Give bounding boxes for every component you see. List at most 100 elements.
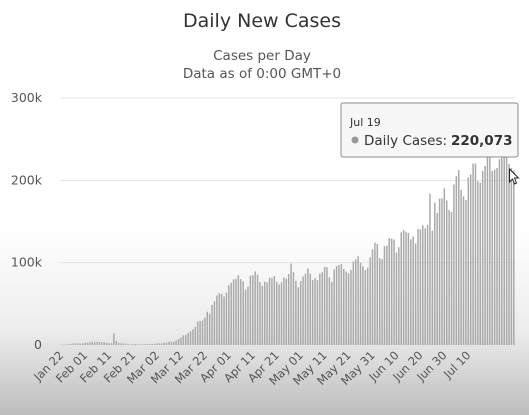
bar[interactable] xyxy=(297,287,300,345)
bar[interactable] xyxy=(278,284,280,345)
bar[interactable] xyxy=(350,269,352,345)
bar[interactable] xyxy=(93,342,96,345)
bar[interactable] xyxy=(77,343,79,345)
bar[interactable] xyxy=(96,341,98,345)
bar[interactable] xyxy=(232,279,235,345)
bar[interactable] xyxy=(139,344,141,346)
bar[interactable] xyxy=(115,340,118,345)
bar[interactable] xyxy=(331,281,333,345)
bar[interactable] xyxy=(491,171,493,345)
bar[interactable] xyxy=(450,211,453,345)
bar[interactable] xyxy=(287,274,290,345)
bar[interactable] xyxy=(508,163,510,345)
bar[interactable] xyxy=(230,282,232,345)
bar[interactable] xyxy=(498,159,501,345)
bar[interactable] xyxy=(108,343,110,345)
bar[interactable] xyxy=(151,344,153,345)
bar[interactable] xyxy=(249,275,252,345)
bar[interactable] xyxy=(184,335,187,345)
bar[interactable] xyxy=(187,333,189,345)
bar[interactable] xyxy=(362,266,364,345)
bar[interactable] xyxy=(448,209,450,345)
bar[interactable] xyxy=(438,198,441,345)
bar[interactable] xyxy=(264,281,266,345)
bar[interactable] xyxy=(196,321,199,345)
bar[interactable] xyxy=(225,292,228,345)
bar[interactable] xyxy=(434,202,436,345)
bar[interactable] xyxy=(467,177,470,345)
bar[interactable] xyxy=(261,285,264,345)
bar[interactable] xyxy=(474,163,477,345)
bar[interactable] xyxy=(347,273,350,345)
bar[interactable] xyxy=(153,343,156,345)
bar[interactable] xyxy=(486,156,489,345)
bar[interactable] xyxy=(199,321,201,345)
bar[interactable] xyxy=(412,236,414,345)
bar[interactable] xyxy=(163,342,165,345)
bar[interactable] xyxy=(158,343,161,345)
bar[interactable] xyxy=(335,266,338,345)
bar[interactable] xyxy=(101,342,103,345)
bar[interactable] xyxy=(338,264,340,345)
bar[interactable] xyxy=(271,278,273,345)
bar[interactable] xyxy=(144,344,146,345)
bar[interactable] xyxy=(410,239,412,345)
bar[interactable] xyxy=(170,341,173,345)
bar[interactable] xyxy=(472,163,474,345)
bar[interactable] xyxy=(268,277,271,345)
bar[interactable] xyxy=(132,344,134,345)
bar[interactable] xyxy=(220,293,223,345)
bar[interactable] xyxy=(343,268,345,345)
bar[interactable] xyxy=(462,196,465,345)
bar[interactable] xyxy=(244,289,247,345)
bar[interactable] xyxy=(453,184,455,345)
bar[interactable] xyxy=(455,176,458,345)
bar[interactable] xyxy=(390,238,393,345)
bar[interactable] xyxy=(218,293,220,345)
bar[interactable] xyxy=(91,341,94,345)
bar[interactable] xyxy=(254,271,256,345)
bar[interactable] xyxy=(134,344,137,345)
bar[interactable] xyxy=(146,344,149,345)
bar[interactable] xyxy=(309,273,311,345)
bar[interactable] xyxy=(235,278,237,345)
bar[interactable] xyxy=(319,273,321,345)
bar[interactable] xyxy=(72,343,74,345)
bar[interactable] xyxy=(489,152,491,345)
bar[interactable] xyxy=(295,280,297,345)
bar[interactable] xyxy=(441,198,443,345)
bar[interactable] xyxy=(364,269,367,345)
bar[interactable] xyxy=(419,229,422,345)
bar[interactable] xyxy=(431,230,434,345)
bar[interactable] xyxy=(275,282,278,345)
bar[interactable] xyxy=(393,239,395,345)
bar[interactable] xyxy=(67,344,70,345)
bar[interactable] xyxy=(192,329,194,345)
bar[interactable] xyxy=(137,344,139,345)
bar[interactable] xyxy=(149,344,151,345)
bar[interactable] xyxy=(113,333,115,345)
bar[interactable] xyxy=(86,342,89,345)
bar[interactable] xyxy=(383,246,386,345)
bar[interactable] xyxy=(247,286,249,345)
bar[interactable] xyxy=(216,295,218,345)
bar[interactable] xyxy=(302,276,304,345)
bar[interactable] xyxy=(194,326,197,345)
bar[interactable] xyxy=(503,152,505,345)
bar[interactable] xyxy=(84,342,86,345)
bar[interactable] xyxy=(304,273,307,345)
bar[interactable] xyxy=(165,342,168,345)
bar[interactable] xyxy=(417,228,419,345)
bar[interactable] xyxy=(259,282,261,345)
bar[interactable] xyxy=(398,247,400,345)
bar[interactable] xyxy=(70,343,72,345)
bar[interactable] xyxy=(65,344,67,345)
bar[interactable] xyxy=(182,335,185,345)
bar[interactable] xyxy=(266,282,268,345)
bar[interactable] xyxy=(386,245,388,345)
bar[interactable] xyxy=(465,200,467,345)
bar[interactable] xyxy=(496,167,498,345)
bar[interactable] xyxy=(292,272,295,345)
bar[interactable] xyxy=(407,232,410,345)
bar[interactable] xyxy=(359,262,362,345)
